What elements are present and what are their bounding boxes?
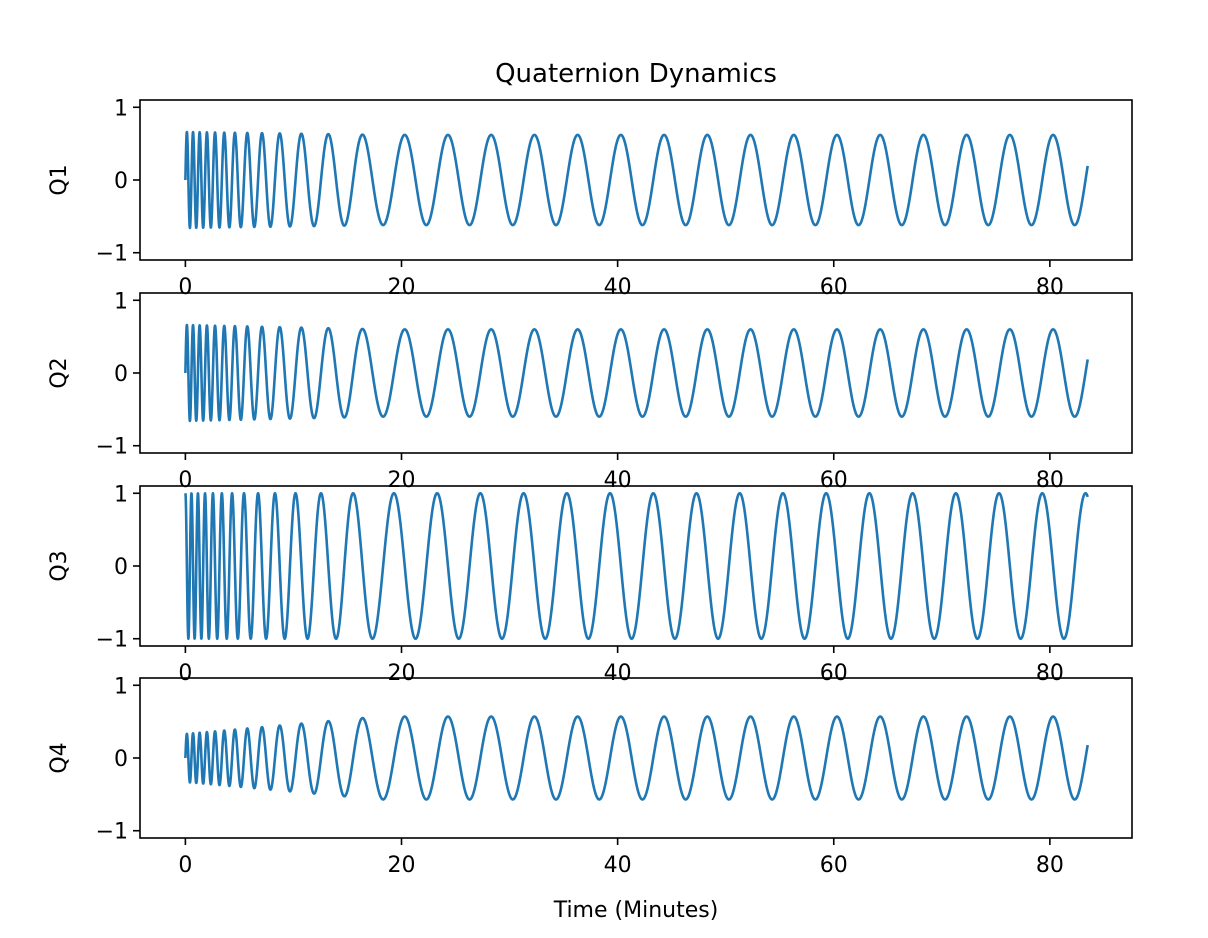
x-tick-label: 40 — [604, 275, 632, 300]
y-tick-label: 0 — [114, 747, 128, 772]
x-tick-label: 0 — [178, 853, 192, 878]
chart-title: Quaternion Dynamics — [495, 59, 777, 89]
series-line-q4 — [184, 715, 1089, 801]
series-line-q3 — [184, 491, 1089, 641]
y-axis-label-q2: Q2 — [47, 357, 72, 388]
y-tick-label: −1 — [96, 242, 128, 267]
x-tick-label: 0 — [178, 661, 192, 686]
y-axis-label-q1: Q1 — [47, 164, 72, 195]
x-tick-label: 80 — [1036, 468, 1064, 493]
y-tick-label: −1 — [96, 820, 128, 845]
axes-frame — [139, 292, 1133, 454]
y-tick-label: −1 — [96, 628, 128, 653]
axes-frame — [139, 677, 1133, 839]
y-tick-label: 1 — [114, 289, 128, 314]
axes-frame — [139, 99, 1133, 261]
x-tick-label: 60 — [820, 853, 848, 878]
x-tick-label: 20 — [388, 853, 416, 878]
y-axis-label-q3: Q3 — [47, 550, 72, 581]
y-tick-label: 0 — [114, 555, 128, 580]
x-tick-label: 80 — [1036, 275, 1064, 300]
x-tick-label: 40 — [604, 468, 632, 493]
x-tick-label: 20 — [388, 661, 416, 686]
series-line-q2 — [184, 323, 1089, 423]
x-tick-label: 60 — [820, 468, 848, 493]
y-tick-label: −1 — [96, 435, 128, 460]
x-tick-label: 20 — [388, 275, 416, 300]
x-axis-label: Time (Minutes) — [553, 898, 719, 923]
y-tick-label: 0 — [114, 362, 128, 387]
y-tick-label: 1 — [114, 96, 128, 121]
y-axis-label-q4: Q4 — [47, 742, 72, 773]
y-tick-label: 1 — [114, 674, 128, 699]
x-tick-label: 0 — [178, 275, 192, 300]
x-tick-label: 60 — [820, 661, 848, 686]
x-tick-label: 0 — [178, 468, 192, 493]
y-tick-label: 1 — [114, 482, 128, 507]
x-tick-label: 80 — [1036, 661, 1064, 686]
x-tick-label: 80 — [1036, 853, 1064, 878]
x-tick-label: 40 — [604, 661, 632, 686]
series-line-q1 — [184, 130, 1089, 230]
x-tick-label: 20 — [388, 468, 416, 493]
x-tick-label: 40 — [604, 853, 632, 878]
x-tick-label: 60 — [820, 275, 848, 300]
y-tick-label: 0 — [114, 169, 128, 194]
